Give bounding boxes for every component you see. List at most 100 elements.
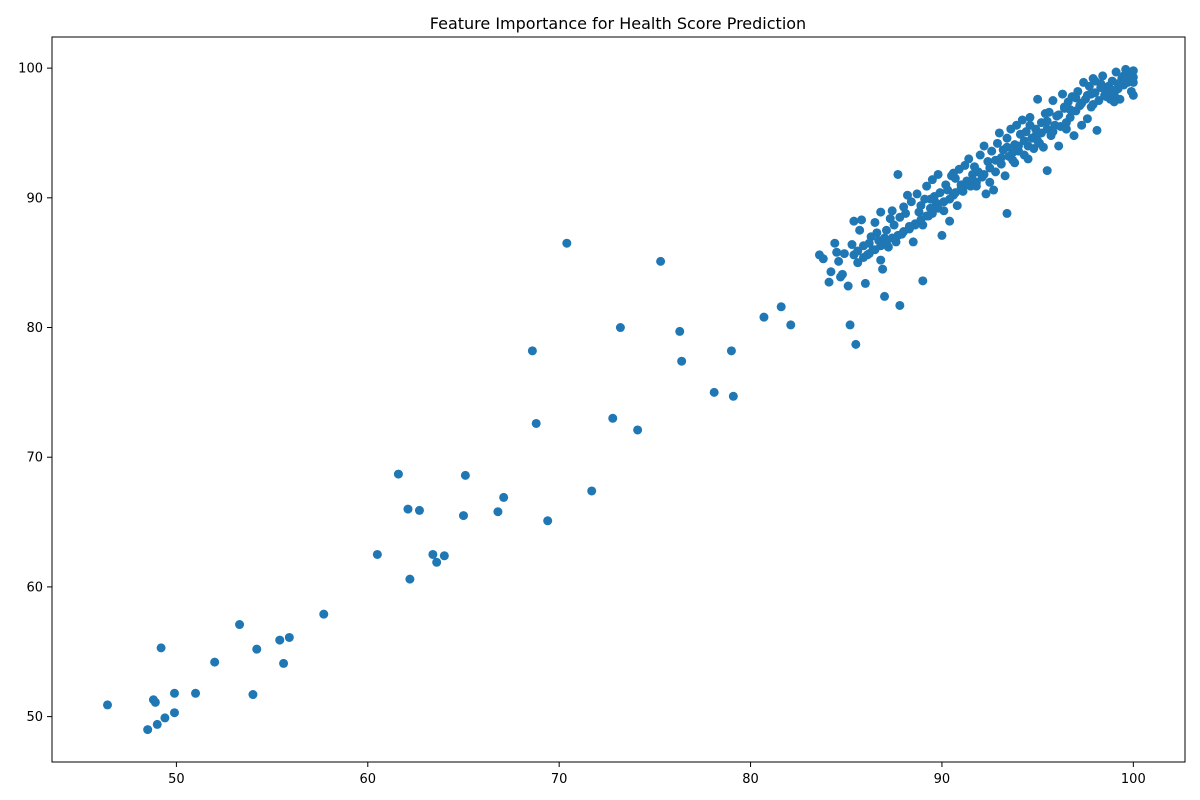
- data-point: [1038, 142, 1048, 152]
- data-point: [853, 246, 863, 256]
- data-point: [169, 688, 179, 698]
- data-point: [985, 177, 995, 187]
- data-point: [1090, 76, 1100, 86]
- data-point: [152, 719, 162, 729]
- data-point: [851, 339, 861, 349]
- data-point: [922, 181, 932, 191]
- data-point: [191, 688, 201, 698]
- data-point: [393, 469, 403, 479]
- data-point: [855, 225, 865, 235]
- data-point: [279, 658, 289, 668]
- data-point: [943, 185, 953, 195]
- data-point: [991, 155, 1001, 165]
- data-point: [987, 146, 997, 156]
- data-point: [912, 189, 922, 199]
- data-point: [1096, 83, 1106, 93]
- data-point: [403, 504, 413, 514]
- data-point: [860, 278, 870, 288]
- data-point: [499, 492, 509, 502]
- data-point: [952, 201, 962, 211]
- data-point: [1102, 92, 1112, 102]
- data-point: [531, 418, 541, 428]
- data-point: [1077, 98, 1087, 108]
- data-point: [160, 713, 170, 723]
- data-point: [1021, 127, 1031, 137]
- data-point: [759, 312, 769, 322]
- data-point: [876, 255, 886, 265]
- data-point: [904, 221, 914, 231]
- data-point: [858, 252, 868, 262]
- data-point: [656, 256, 666, 266]
- data-point: [1086, 89, 1096, 99]
- data-point: [916, 201, 926, 211]
- data-point: [1113, 79, 1123, 89]
- data-point: [895, 300, 905, 310]
- data-point: [608, 413, 618, 423]
- data-point: [887, 206, 897, 216]
- data-point: [615, 323, 625, 333]
- data-point: [916, 215, 926, 225]
- data-point: [1054, 141, 1064, 151]
- data-point: [458, 511, 468, 521]
- y-tick-label: 70: [26, 451, 43, 466]
- data-point: [971, 181, 981, 191]
- data-point: [1084, 81, 1094, 91]
- data-point: [937, 230, 947, 240]
- data-point: [834, 256, 844, 266]
- data-point: [1092, 125, 1102, 135]
- data-point: [1069, 131, 1079, 141]
- data-point: [1008, 147, 1018, 157]
- data-point: [428, 549, 438, 559]
- data-point: [1098, 71, 1108, 81]
- data-point: [432, 557, 442, 567]
- data-point: [150, 697, 160, 707]
- data-point: [728, 391, 738, 401]
- data-point: [989, 185, 999, 195]
- data-point: [880, 291, 890, 301]
- data-point: [1033, 94, 1043, 104]
- data-point: [1019, 136, 1029, 146]
- data-point: [1002, 133, 1012, 143]
- data-point: [939, 197, 949, 207]
- data-point: [843, 281, 853, 291]
- data-point: [1048, 127, 1058, 137]
- data-point: [832, 247, 842, 257]
- x-tick-label: 90: [934, 772, 951, 787]
- data-point: [562, 238, 572, 248]
- data-point: [252, 644, 262, 654]
- data-point: [918, 276, 928, 286]
- data-point: [960, 160, 970, 170]
- data-point: [857, 215, 867, 225]
- x-tick-label: 70: [551, 772, 568, 787]
- data-point: [414, 505, 424, 515]
- data-point: [878, 264, 888, 274]
- data-point: [872, 228, 882, 238]
- data-point: [319, 609, 329, 619]
- x-tick-label: 100: [1121, 772, 1146, 787]
- data-point: [1025, 120, 1035, 130]
- data-point: [786, 320, 796, 330]
- data-point: [1082, 114, 1092, 124]
- data-point: [870, 217, 880, 227]
- data-point: [1058, 89, 1068, 99]
- data-point: [887, 233, 897, 243]
- data-point: [1012, 120, 1022, 130]
- data-point: [1107, 85, 1117, 95]
- x-tick-label: 60: [360, 772, 377, 787]
- data-point: [881, 225, 891, 235]
- data-point: [994, 128, 1004, 138]
- data-point: [439, 551, 449, 561]
- data-point: [1088, 99, 1098, 109]
- data-point: [1017, 115, 1027, 125]
- data-point: [460, 470, 470, 480]
- data-point: [1002, 208, 1012, 218]
- data-point: [948, 168, 958, 178]
- data-point: [950, 188, 960, 198]
- data-point: [1044, 107, 1054, 117]
- data-point: [235, 620, 245, 630]
- data-point: [845, 320, 855, 330]
- data-point: [1029, 144, 1039, 154]
- data-point: [853, 258, 863, 268]
- data-point: [405, 574, 415, 584]
